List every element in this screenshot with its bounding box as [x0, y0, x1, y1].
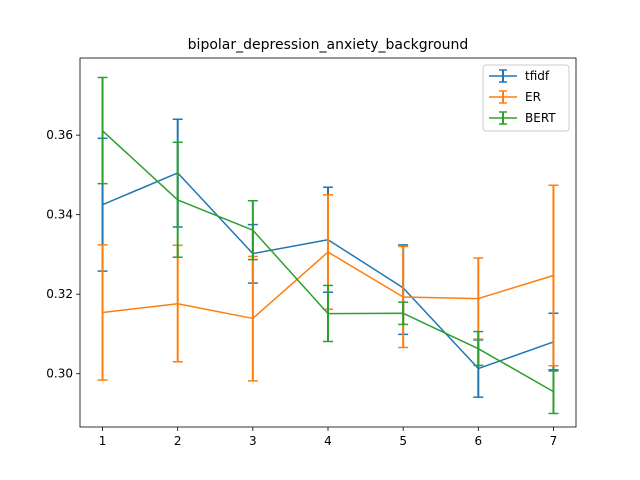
legend-item-ER: ER — [489, 90, 541, 104]
legend-item-BERT: BERT — [489, 111, 556, 125]
y-tick-label-0.34: 0.34 — [46, 208, 73, 222]
x-tick-label-2: 2 — [174, 434, 182, 448]
series-line-ER — [102, 251, 554, 320]
chart-title: bipolar_depression_anxiety_background — [188, 37, 469, 53]
legend: tfidf ER BERT — [482, 64, 570, 132]
x-tick-label-5: 5 — [399, 434, 407, 448]
x-tick-label-3: 3 — [249, 434, 257, 448]
x-tick-label-4: 4 — [324, 434, 332, 448]
legend-label-tfidf: tfidf — [525, 69, 550, 83]
x-axis: 1 2 3 4 5 6 7 — [99, 427, 558, 448]
series-BERT — [97, 76, 559, 415]
series-line-BERT — [102, 130, 554, 393]
legend-label-BERT: BERT — [525, 111, 556, 125]
legend-label-ER: ER — [525, 90, 541, 104]
y-tick-label-0.36: 0.36 — [46, 128, 73, 142]
legend-item-tfidf: tfidf — [489, 69, 550, 83]
x-tick-label-6: 6 — [474, 434, 482, 448]
x-tick-label-1: 1 — [99, 434, 107, 448]
y-tick-label-0.30: 0.30 — [46, 367, 73, 381]
x-tick-label-7: 7 — [550, 434, 558, 448]
y-axis: 0.30 0.32 0.34 0.36 — [46, 128, 80, 381]
plot-area — [97, 76, 559, 415]
y-tick-label-0.32: 0.32 — [46, 287, 73, 301]
